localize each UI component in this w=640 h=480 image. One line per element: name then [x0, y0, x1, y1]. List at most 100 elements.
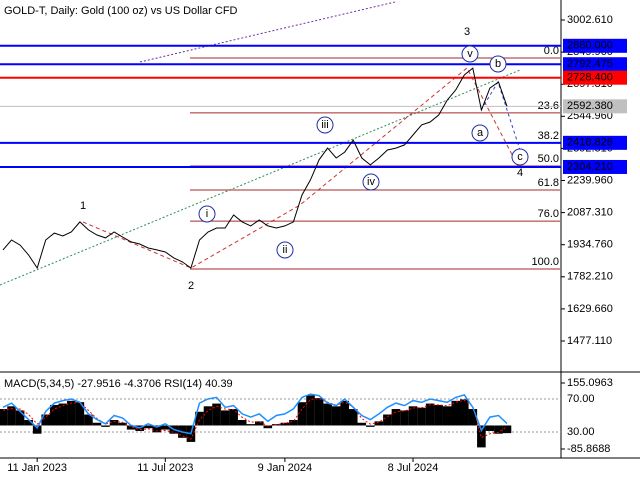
histogram-bar	[41, 414, 51, 426]
y-tick-label: 2087.310	[567, 207, 613, 219]
histogram-bar	[0, 409, 8, 426]
chart-title: GOLD-T, Daily: Gold (100 oz) vs US Dolla…	[4, 5, 238, 17]
sub-wave-label: c	[517, 151, 523, 163]
histogram-bar	[203, 406, 213, 426]
rsi-line	[2, 393, 508, 435]
histogram-bar	[126, 425, 136, 430]
x-tick-label: 8 Jul 2024	[388, 462, 439, 474]
histogram-bar	[391, 409, 401, 426]
fibo-label: 38.2	[538, 130, 559, 142]
y-tick-label: 155.0963	[567, 377, 613, 389]
histogram-bar	[49, 404, 59, 426]
histogram-bar	[58, 403, 68, 426]
histogram-bar	[331, 406, 341, 426]
indicator-title: MACD(5,34,5) -27.9516 -4.3706 RSI(14) 40…	[4, 378, 233, 390]
y-tick-label: 1782.210	[567, 271, 613, 283]
histogram-bar	[383, 414, 392, 426]
histogram-bar	[323, 403, 332, 426]
wave-label: 4	[517, 167, 523, 179]
y-tick-label: 1477.110	[567, 335, 612, 347]
wave-circle	[316, 116, 334, 134]
histogram-bar	[425, 403, 435, 426]
y2-tick-label: 70.00	[567, 393, 595, 405]
histogram-bar	[212, 403, 221, 426]
histogram-bar	[75, 402, 85, 426]
y2-tick-label: 30.00	[567, 426, 595, 438]
y-tick-label: 1629.660	[567, 303, 613, 315]
histogram-bar	[494, 425, 503, 434]
histogram-bar	[459, 399, 469, 426]
histogram-bar	[417, 407, 426, 426]
sub-wave-label: iii	[321, 119, 328, 131]
sub-wave-label: i	[206, 208, 208, 220]
histogram-bar	[263, 425, 273, 429]
level-tag	[563, 57, 627, 72]
histogram-bar	[15, 410, 25, 426]
wave-circle	[461, 45, 479, 63]
histogram-bar	[340, 400, 349, 426]
histogram-bar	[32, 425, 42, 434]
fibo-label: 0.0	[544, 45, 559, 57]
histogram-bar	[442, 406, 452, 426]
histogram-bar	[400, 410, 409, 426]
histogram-bar	[220, 410, 230, 426]
sub-wave-label: iv	[367, 176, 375, 188]
histogram-bar	[92, 422, 102, 426]
histogram-bar	[7, 406, 16, 426]
histogram-bar	[348, 409, 358, 426]
histogram-bar	[246, 424, 256, 426]
x-tick-label: 11 Jan 2023	[7, 462, 67, 474]
histogram-bar	[434, 404, 443, 426]
histogram-bar	[229, 409, 238, 426]
histogram-bar	[374, 421, 384, 426]
histogram-bar	[101, 425, 110, 427]
histogram-bar	[254, 421, 264, 426]
histogram-bar	[118, 422, 127, 426]
level-label: 2792.475	[567, 58, 613, 70]
fibo-label: 50.0	[538, 153, 559, 165]
level-tag	[563, 38, 627, 53]
level-tag	[563, 135, 627, 150]
y-tick-label: 1934.760	[567, 239, 613, 251]
histogram-bar	[195, 411, 204, 426]
histogram-bar	[314, 398, 324, 426]
level-label: 2880.000	[567, 40, 613, 52]
wave-circle	[276, 241, 294, 259]
level-tag	[563, 99, 627, 114]
signal-line	[2, 398, 508, 440]
histogram-bar	[67, 400, 76, 426]
level-label: 2728.400	[567, 72, 613, 84]
level-label: 2304.210	[567, 161, 613, 173]
histogram-bar	[297, 402, 307, 426]
level-tag	[563, 159, 627, 174]
histogram-bar	[24, 420, 33, 426]
histogram-bar	[306, 395, 315, 426]
histogram-bar	[143, 425, 153, 429]
wave-circle	[471, 124, 489, 142]
sub-wave-label: a	[477, 127, 484, 139]
histogram-bar	[408, 406, 418, 426]
histogram-bar	[357, 422, 367, 426]
histogram-bar	[109, 420, 119, 426]
sub-wave-label: b	[495, 58, 501, 70]
histogram-bar	[451, 400, 461, 426]
wave-circle	[362, 173, 380, 191]
x-tick-label: 11 Jul 2023	[137, 462, 193, 474]
wave-circle	[489, 55, 507, 73]
level-tag	[563, 70, 627, 85]
histogram-bar	[152, 425, 162, 433]
y-tick-label: -85.8688	[567, 443, 610, 455]
histogram-bar	[477, 425, 486, 448]
level-label: 2418.826	[567, 137, 613, 149]
wave-circle	[511, 148, 529, 166]
sub-wave-label: ii	[283, 244, 288, 256]
fibo-label: 100.0	[531, 256, 559, 268]
x-tick-label: 9 Jan 2024	[258, 462, 312, 474]
histogram-bar	[502, 425, 512, 434]
histogram-bar	[84, 414, 93, 426]
histogram-bar	[366, 425, 375, 427]
histogram-bar	[468, 409, 478, 426]
histogram-bar	[161, 425, 170, 430]
fibo-label: 61.8	[538, 177, 559, 189]
